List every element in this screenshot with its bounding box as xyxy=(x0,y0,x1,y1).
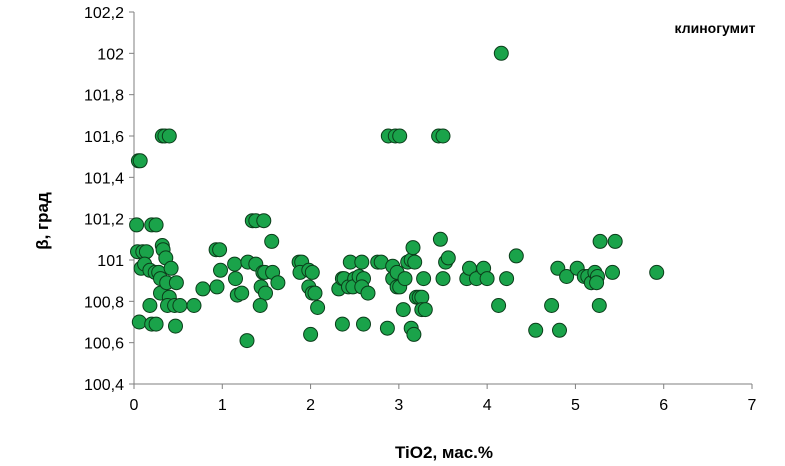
data-point xyxy=(163,260,179,276)
data-point xyxy=(392,128,408,144)
data-point xyxy=(239,333,255,349)
data-point xyxy=(440,250,456,266)
data-point xyxy=(591,298,607,313)
data-point xyxy=(360,285,376,301)
data-points xyxy=(129,45,665,349)
data-point xyxy=(209,279,225,295)
x-tick-label: 3 xyxy=(394,397,403,414)
y-tick-label: 102 xyxy=(97,46,124,63)
data-point xyxy=(270,275,286,291)
data-point xyxy=(417,302,433,318)
data-point xyxy=(172,298,188,313)
y-tick-label: 101,6 xyxy=(84,129,124,146)
y-tick-label: 100,8 xyxy=(84,294,124,311)
data-point xyxy=(435,271,451,287)
data-point xyxy=(499,271,515,287)
data-point xyxy=(544,298,560,313)
data-point xyxy=(148,217,164,233)
data-point xyxy=(129,217,145,233)
data-point xyxy=(234,285,250,301)
data-point xyxy=(493,45,509,61)
y-tick-label: 101 xyxy=(97,253,124,270)
data-point xyxy=(354,254,370,270)
data-point xyxy=(212,242,228,258)
data-point xyxy=(508,248,524,264)
data-point xyxy=(304,264,320,280)
x-axis-title: TiO2, мас.% xyxy=(395,443,493,462)
data-point xyxy=(379,320,395,336)
x-tick-label: 4 xyxy=(483,397,492,414)
data-point xyxy=(303,326,319,342)
data-point xyxy=(161,128,177,144)
data-point xyxy=(491,298,507,313)
data-point xyxy=(395,302,411,318)
data-point xyxy=(213,262,228,278)
data-point xyxy=(195,281,211,297)
y-tick-label: 100,6 xyxy=(84,336,124,353)
x-tick-label: 5 xyxy=(571,397,580,414)
data-point xyxy=(356,316,371,332)
data-point xyxy=(227,256,243,272)
data-point xyxy=(397,271,413,287)
data-point xyxy=(435,128,451,144)
data-point xyxy=(264,233,280,249)
data-point xyxy=(258,285,273,301)
data-point xyxy=(605,264,620,280)
data-point xyxy=(168,275,184,291)
y-axis-title: β, град xyxy=(33,192,52,250)
data-point xyxy=(406,326,422,342)
y-tick-label: 102,2 xyxy=(84,5,124,22)
data-point xyxy=(334,316,350,332)
data-point xyxy=(138,244,154,260)
data-point xyxy=(416,271,432,287)
data-point xyxy=(407,254,423,270)
x-tick-label: 7 xyxy=(748,397,757,414)
data-point xyxy=(432,231,448,247)
data-point xyxy=(607,233,623,249)
chart-annotation: клиногумит xyxy=(675,20,756,36)
data-point xyxy=(252,298,268,313)
data-point xyxy=(256,213,272,229)
data-point xyxy=(528,322,544,338)
data-point xyxy=(307,285,323,301)
data-point xyxy=(168,318,183,334)
data-point xyxy=(552,322,567,338)
data-point xyxy=(132,153,148,169)
x-tick-label: 6 xyxy=(659,397,668,414)
data-point xyxy=(592,233,608,249)
x-tick-label: 2 xyxy=(306,397,315,414)
data-point xyxy=(310,300,326,315)
data-point xyxy=(228,271,243,287)
y-tick-label: 100,4 xyxy=(84,377,124,394)
data-point xyxy=(649,264,665,280)
data-point xyxy=(142,298,158,313)
data-point xyxy=(405,240,421,256)
data-point xyxy=(131,314,147,330)
data-point xyxy=(148,316,164,332)
data-point xyxy=(559,269,575,284)
data-point xyxy=(589,275,605,291)
x-tick-label: 0 xyxy=(130,397,139,414)
data-point xyxy=(479,271,495,287)
y-tick-label: 101,2 xyxy=(84,212,124,229)
y-tick-label: 101,4 xyxy=(84,170,124,187)
axes: 0 1 2 3 4 5 6 7 100,4 100,6 100,8 101 101,2 101,4 101,… xyxy=(84,5,757,414)
x-tick-label: 1 xyxy=(218,397,227,414)
data-point xyxy=(186,298,202,313)
y-tick-label: 101,8 xyxy=(84,88,124,105)
